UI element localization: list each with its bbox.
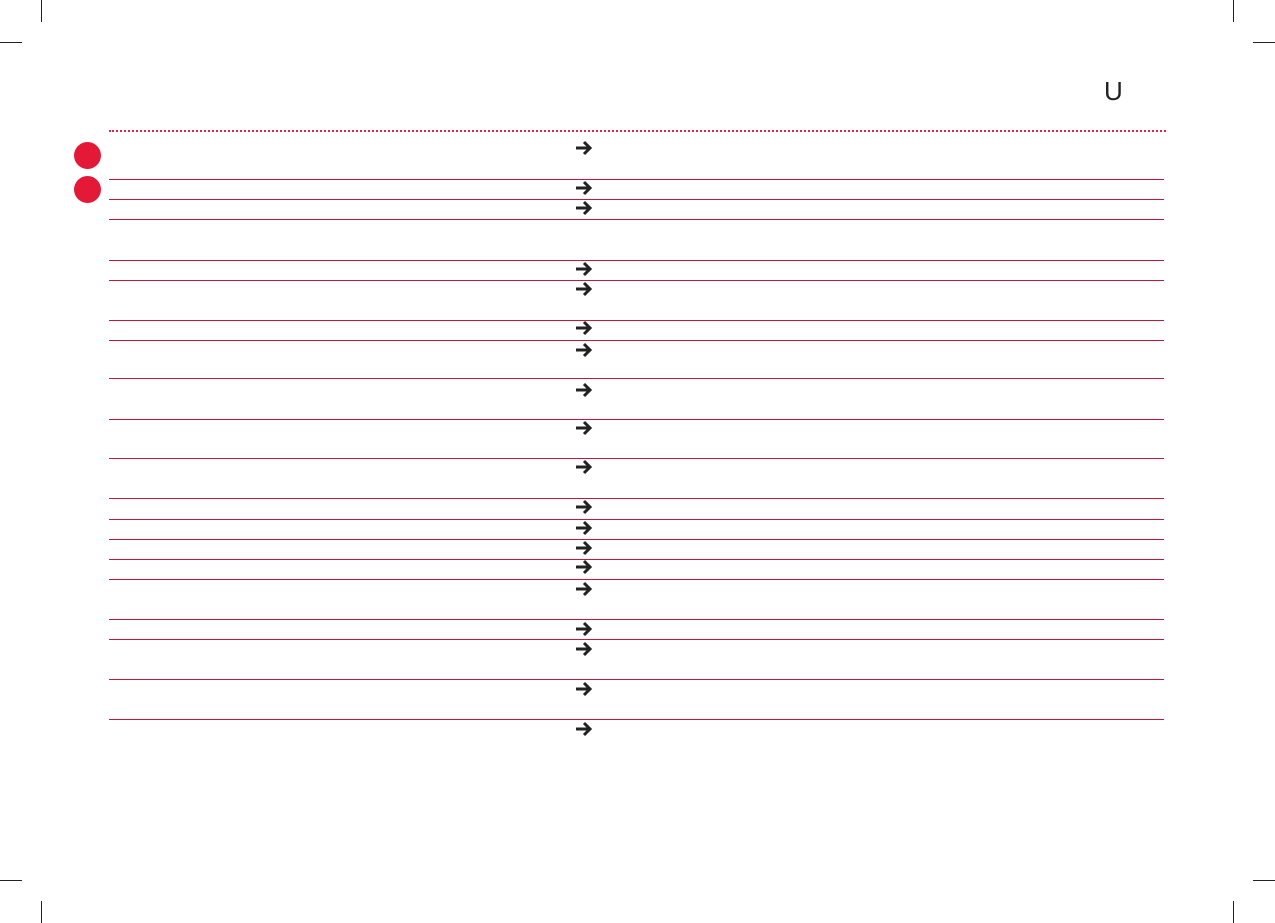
right-arrow-icon (576, 180, 593, 196)
row-divider (109, 539, 1164, 540)
row-divider (109, 260, 1164, 261)
row-divider (109, 519, 1164, 520)
crop-mark (41, 0, 42, 22)
header-divider (109, 130, 1166, 132)
crop-mark (1233, 901, 1234, 923)
right-arrow-icon (576, 499, 593, 515)
right-arrow-icon (576, 342, 593, 358)
right-arrow-icon (576, 540, 593, 556)
row-divider (109, 378, 1164, 379)
row-divider (109, 559, 1164, 560)
crop-mark (0, 880, 22, 881)
row-divider (109, 280, 1164, 281)
red-circle-marker (74, 142, 101, 169)
right-arrow-icon (576, 581, 593, 597)
right-arrow-icon (576, 681, 593, 697)
row-divider (109, 320, 1164, 321)
row-divider (109, 219, 1164, 220)
row-divider (109, 199, 1164, 200)
row-divider (109, 458, 1164, 459)
row-divider (109, 419, 1164, 420)
crop-mark (41, 901, 42, 923)
right-arrow-icon (576, 641, 593, 657)
row-divider (109, 719, 1164, 720)
right-arrow-icon (576, 459, 593, 475)
right-arrow-icon (576, 320, 593, 336)
right-arrow-icon (576, 200, 593, 216)
right-arrow-icon (576, 559, 593, 575)
row-divider (109, 340, 1164, 341)
red-circle-marker (74, 176, 101, 203)
crop-mark (1233, 0, 1234, 22)
right-arrow-icon (576, 520, 593, 536)
right-arrow-icon (576, 621, 593, 637)
right-arrow-icon (576, 261, 593, 277)
right-arrow-icon (576, 281, 593, 297)
u-shaped-icon: U (1104, 76, 1123, 106)
row-divider (109, 498, 1164, 499)
crop-mark (0, 42, 22, 43)
row-divider (109, 579, 1164, 580)
row-divider (109, 619, 1164, 620)
row-divider (109, 639, 1164, 640)
row-divider (109, 179, 1164, 180)
right-arrow-icon (576, 721, 593, 737)
right-arrow-icon (576, 382, 593, 398)
crop-mark (1253, 42, 1275, 43)
right-arrow-icon (576, 140, 593, 156)
row-divider (109, 679, 1164, 680)
right-arrow-icon (576, 420, 593, 436)
crop-mark (1253, 880, 1275, 881)
